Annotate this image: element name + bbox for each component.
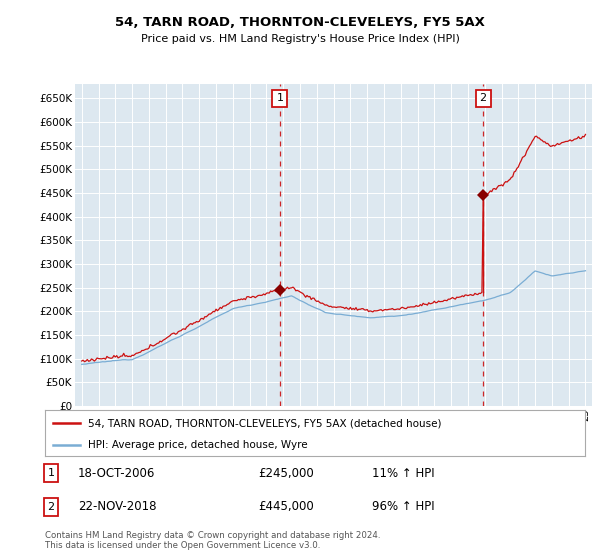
Text: 96% ↑ HPI: 96% ↑ HPI [372,500,434,514]
Text: 1: 1 [277,94,283,104]
Text: £445,000: £445,000 [258,500,314,514]
Text: £245,000: £245,000 [258,466,314,480]
Text: 1: 1 [47,468,55,478]
Text: 18-OCT-2006: 18-OCT-2006 [78,466,155,480]
Text: HPI: Average price, detached house, Wyre: HPI: Average price, detached house, Wyre [88,440,308,450]
Text: 54, TARN ROAD, THORNTON-CLEVELEYS, FY5 5AX (detached house): 54, TARN ROAD, THORNTON-CLEVELEYS, FY5 5… [88,418,442,428]
Text: 54, TARN ROAD, THORNTON-CLEVELEYS, FY5 5AX: 54, TARN ROAD, THORNTON-CLEVELEYS, FY5 5… [115,16,485,29]
Text: Price paid vs. HM Land Registry's House Price Index (HPI): Price paid vs. HM Land Registry's House … [140,34,460,44]
Text: 22-NOV-2018: 22-NOV-2018 [78,500,157,514]
Text: 2: 2 [479,94,487,104]
Text: 2: 2 [47,502,55,512]
Text: 11% ↑ HPI: 11% ↑ HPI [372,466,434,480]
Text: Contains HM Land Registry data © Crown copyright and database right 2024.
This d: Contains HM Land Registry data © Crown c… [45,531,380,550]
